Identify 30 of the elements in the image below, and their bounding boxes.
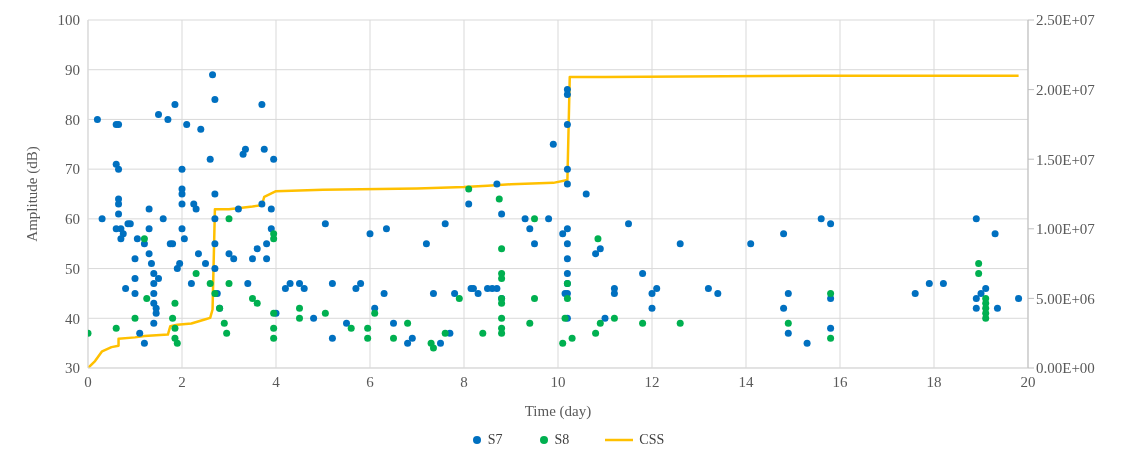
x-tick-label: 14 xyxy=(738,373,754,390)
x-tick-label: 20 xyxy=(1020,373,1036,390)
legend-label: CSS xyxy=(639,432,665,448)
y-tick-label: 40 xyxy=(65,310,80,327)
y2-tick-label: 2.50E+07 xyxy=(1036,12,1096,29)
y-tick-label: 90 xyxy=(65,62,80,79)
y2-tick-label: 0.00E+00 xyxy=(1036,360,1095,377)
y2-tick-label: 1.50E+07 xyxy=(1036,151,1096,168)
y-tick-label: 60 xyxy=(65,211,80,228)
y-tick-label: 50 xyxy=(65,260,80,277)
x-tick-label: 0 xyxy=(84,373,92,390)
x-tick-label: 2 xyxy=(178,373,186,390)
x-tick-label: 16 xyxy=(832,373,848,390)
x-tick-label: 10 xyxy=(550,373,566,390)
y2-tick-label: 2.00E+07 xyxy=(1036,81,1096,98)
y-axis-title: Amplitude (dB) xyxy=(24,146,42,242)
legend-label: S8 xyxy=(554,432,570,448)
y-tick-label: 30 xyxy=(65,360,80,377)
x-tick-label: 4 xyxy=(272,373,281,390)
y2-tick-label: 1.00E+07 xyxy=(1036,221,1096,238)
y-tick-label: 100 xyxy=(57,12,80,29)
x-tick-label: 12 xyxy=(644,373,660,390)
x-tick-label: 8 xyxy=(460,373,468,390)
legend-label: S7 xyxy=(487,432,503,448)
y-tick-label: 80 xyxy=(65,111,80,128)
x-tick-label: 6 xyxy=(366,373,375,390)
y2-tick-label: 5.00E+06 xyxy=(1036,290,1096,307)
y-tick-label: 70 xyxy=(65,161,80,178)
x-axis-title: Time (day) xyxy=(524,403,592,420)
x-tick-label: 18 xyxy=(926,373,942,390)
